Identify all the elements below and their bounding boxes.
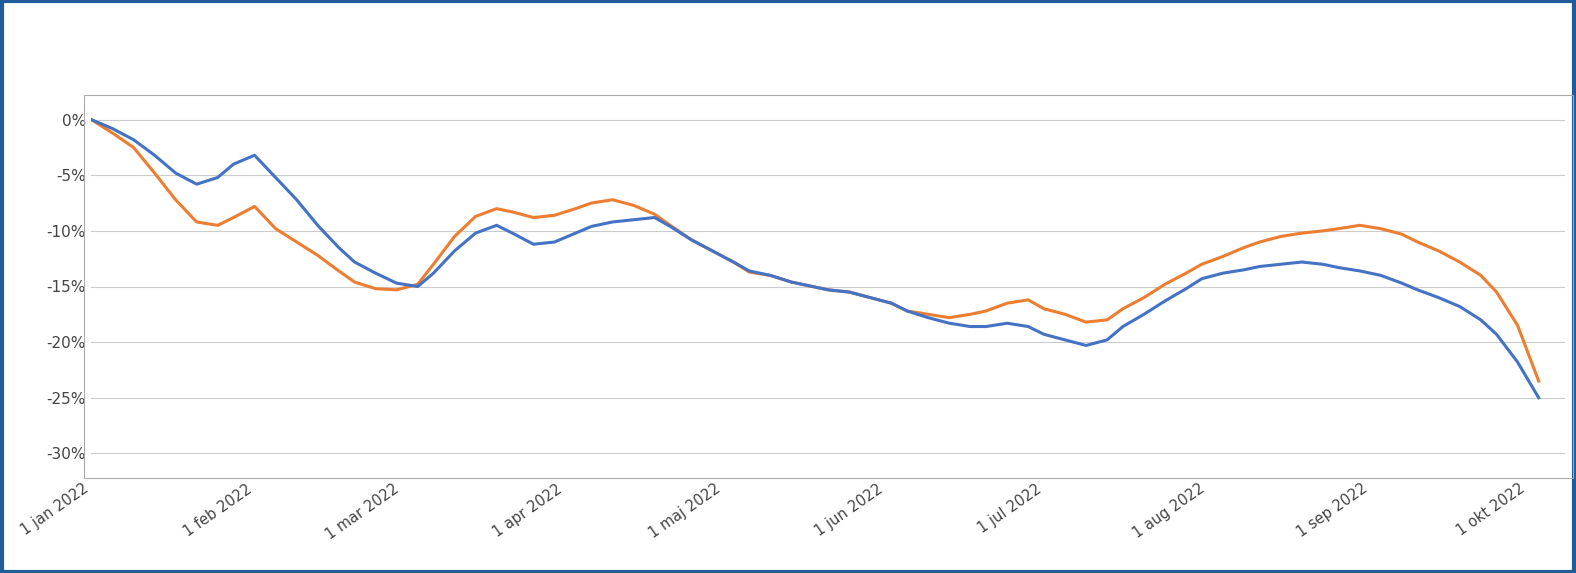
Text: Afkast i 2022 - Portefølje (Blå) <> Copenhagen Benchmark: Afkast i 2022 - Portefølje (Blå) <> Cope… <box>16 38 709 62</box>
